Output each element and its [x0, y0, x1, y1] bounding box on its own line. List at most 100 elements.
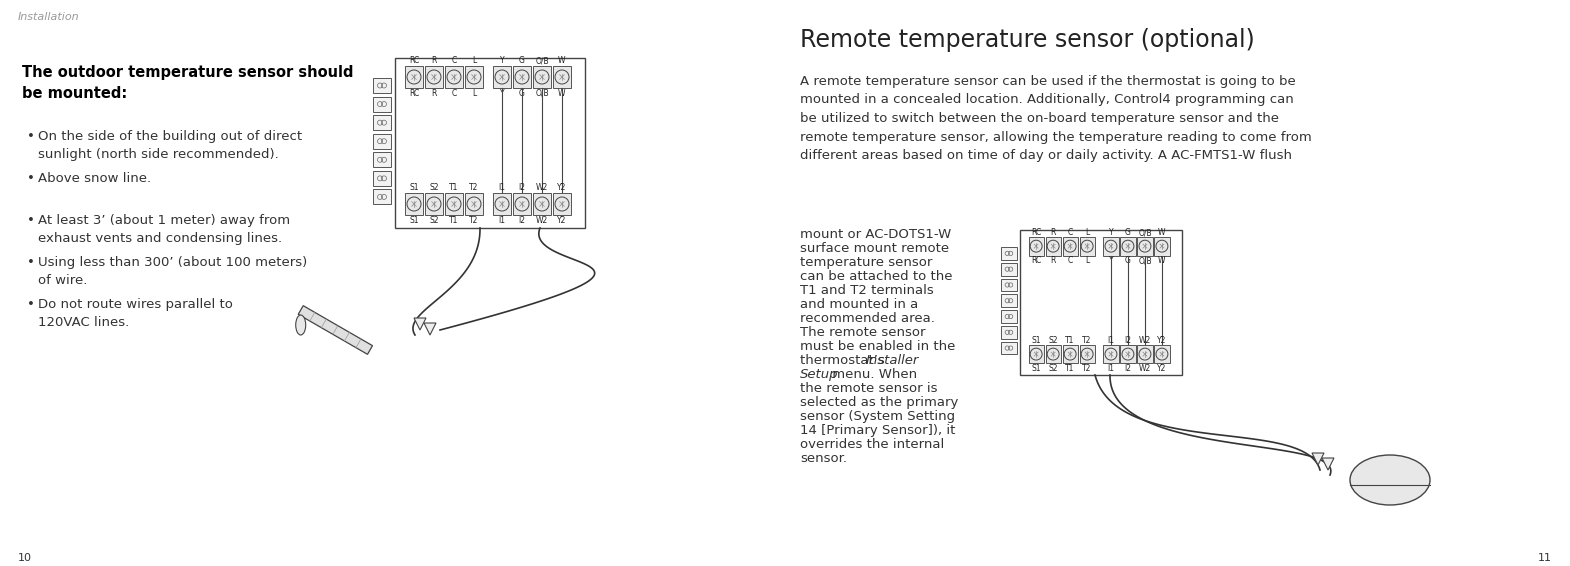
- Text: Y2: Y2: [1157, 336, 1167, 345]
- Bar: [374, 115, 391, 130]
- Bar: [1002, 326, 1017, 338]
- Text: S2: S2: [1049, 365, 1058, 374]
- Bar: [1028, 237, 1044, 255]
- Text: RC: RC: [1031, 256, 1041, 265]
- Text: RC: RC: [1031, 228, 1041, 237]
- Text: The outdoor temperature sensor should
be mounted:: The outdoor temperature sensor should be…: [22, 65, 353, 101]
- Text: C: C: [1068, 256, 1072, 265]
- Bar: [1002, 294, 1017, 307]
- Text: surface mount remote: surface mount remote: [801, 242, 950, 255]
- Bar: [396, 58, 586, 228]
- Text: W2: W2: [1138, 365, 1151, 374]
- Text: 10: 10: [17, 553, 31, 563]
- Text: T2: T2: [469, 183, 479, 192]
- Text: G: G: [1126, 256, 1130, 265]
- Text: recommended area.: recommended area.: [801, 312, 934, 325]
- Text: W: W: [1159, 256, 1165, 265]
- Text: RC: RC: [408, 56, 419, 65]
- Text: Y2: Y2: [557, 216, 567, 225]
- Text: Y: Y: [1108, 228, 1113, 237]
- Bar: [374, 190, 391, 204]
- Text: Y: Y: [1108, 256, 1113, 265]
- Text: I1: I1: [1107, 365, 1115, 374]
- Bar: [1080, 345, 1094, 363]
- Text: L: L: [473, 56, 476, 65]
- Text: S2: S2: [429, 183, 438, 192]
- Text: Do not route wires parallel to
120VAC lines.: Do not route wires parallel to 120VAC li…: [38, 298, 232, 329]
- Bar: [1002, 278, 1017, 291]
- Bar: [513, 66, 531, 88]
- Bar: [1046, 237, 1061, 255]
- Bar: [532, 193, 551, 215]
- Text: I2: I2: [1124, 336, 1132, 345]
- Bar: [1154, 237, 1170, 255]
- Bar: [1063, 345, 1077, 363]
- Bar: [425, 66, 443, 88]
- Bar: [1137, 237, 1152, 255]
- Text: Above snow line.: Above snow line.: [38, 172, 151, 185]
- Bar: [405, 193, 422, 215]
- Text: R: R: [432, 56, 436, 65]
- Bar: [493, 193, 510, 215]
- Text: I2: I2: [1124, 365, 1132, 374]
- Bar: [374, 78, 391, 93]
- Text: C: C: [452, 89, 457, 98]
- Text: Remote temperature sensor (optional): Remote temperature sensor (optional): [801, 28, 1254, 52]
- Text: Installer: Installer: [867, 354, 920, 367]
- Text: W: W: [559, 56, 565, 65]
- Text: T1: T1: [1066, 365, 1075, 374]
- Text: temperature sensor: temperature sensor: [801, 256, 933, 269]
- Text: W: W: [559, 89, 565, 98]
- Bar: [1028, 345, 1044, 363]
- Text: the remote sensor is: the remote sensor is: [801, 382, 937, 395]
- Text: Y2: Y2: [557, 183, 567, 192]
- Text: I1: I1: [499, 216, 506, 225]
- Text: I1: I1: [1107, 336, 1115, 345]
- Text: At least 3’ (about 1 meter) away from
exhaust vents and condensing lines.: At least 3’ (about 1 meter) away from ex…: [38, 214, 290, 245]
- Text: L: L: [473, 89, 476, 98]
- Bar: [405, 66, 422, 88]
- Text: T1 and T2 terminals: T1 and T2 terminals: [801, 284, 934, 297]
- Bar: [1121, 237, 1135, 255]
- Bar: [374, 134, 391, 149]
- Polygon shape: [1313, 453, 1324, 465]
- Text: •: •: [27, 298, 35, 311]
- Bar: [444, 66, 463, 88]
- Polygon shape: [1322, 458, 1334, 470]
- Bar: [1080, 237, 1094, 255]
- Bar: [553, 193, 571, 215]
- Text: S2: S2: [1049, 336, 1058, 345]
- Text: RC: RC: [408, 89, 419, 98]
- Text: mount or AC-DOTS1-W: mount or AC-DOTS1-W: [801, 228, 951, 241]
- Text: Y: Y: [499, 56, 504, 65]
- Text: T2: T2: [1082, 365, 1091, 374]
- Text: Y2: Y2: [1157, 365, 1167, 374]
- Text: T1: T1: [449, 216, 458, 225]
- Text: can be attached to the: can be attached to the: [801, 270, 953, 283]
- Bar: [444, 193, 463, 215]
- Bar: [1137, 345, 1152, 363]
- Text: G: G: [1126, 228, 1130, 237]
- Text: S1: S1: [410, 216, 419, 225]
- Text: On the side of the building out of direct
sunlight (north side recommended).: On the side of the building out of direc…: [38, 130, 301, 161]
- Bar: [374, 97, 391, 112]
- Text: C: C: [452, 56, 457, 65]
- Text: G: G: [520, 89, 524, 98]
- Text: 11: 11: [1539, 553, 1553, 563]
- Text: •: •: [27, 172, 35, 185]
- Polygon shape: [424, 323, 436, 335]
- Bar: [465, 193, 484, 215]
- Text: •: •: [27, 256, 35, 269]
- Bar: [1063, 237, 1077, 255]
- Text: R: R: [1050, 228, 1057, 237]
- Text: R: R: [1050, 256, 1057, 265]
- Bar: [1002, 310, 1017, 323]
- Text: I2: I2: [518, 216, 526, 225]
- Ellipse shape: [1350, 455, 1430, 505]
- Text: C: C: [1068, 228, 1072, 237]
- Bar: [553, 66, 571, 88]
- Bar: [1046, 345, 1061, 363]
- Ellipse shape: [295, 315, 306, 335]
- Text: sensor.: sensor.: [801, 452, 846, 465]
- Bar: [1121, 345, 1135, 363]
